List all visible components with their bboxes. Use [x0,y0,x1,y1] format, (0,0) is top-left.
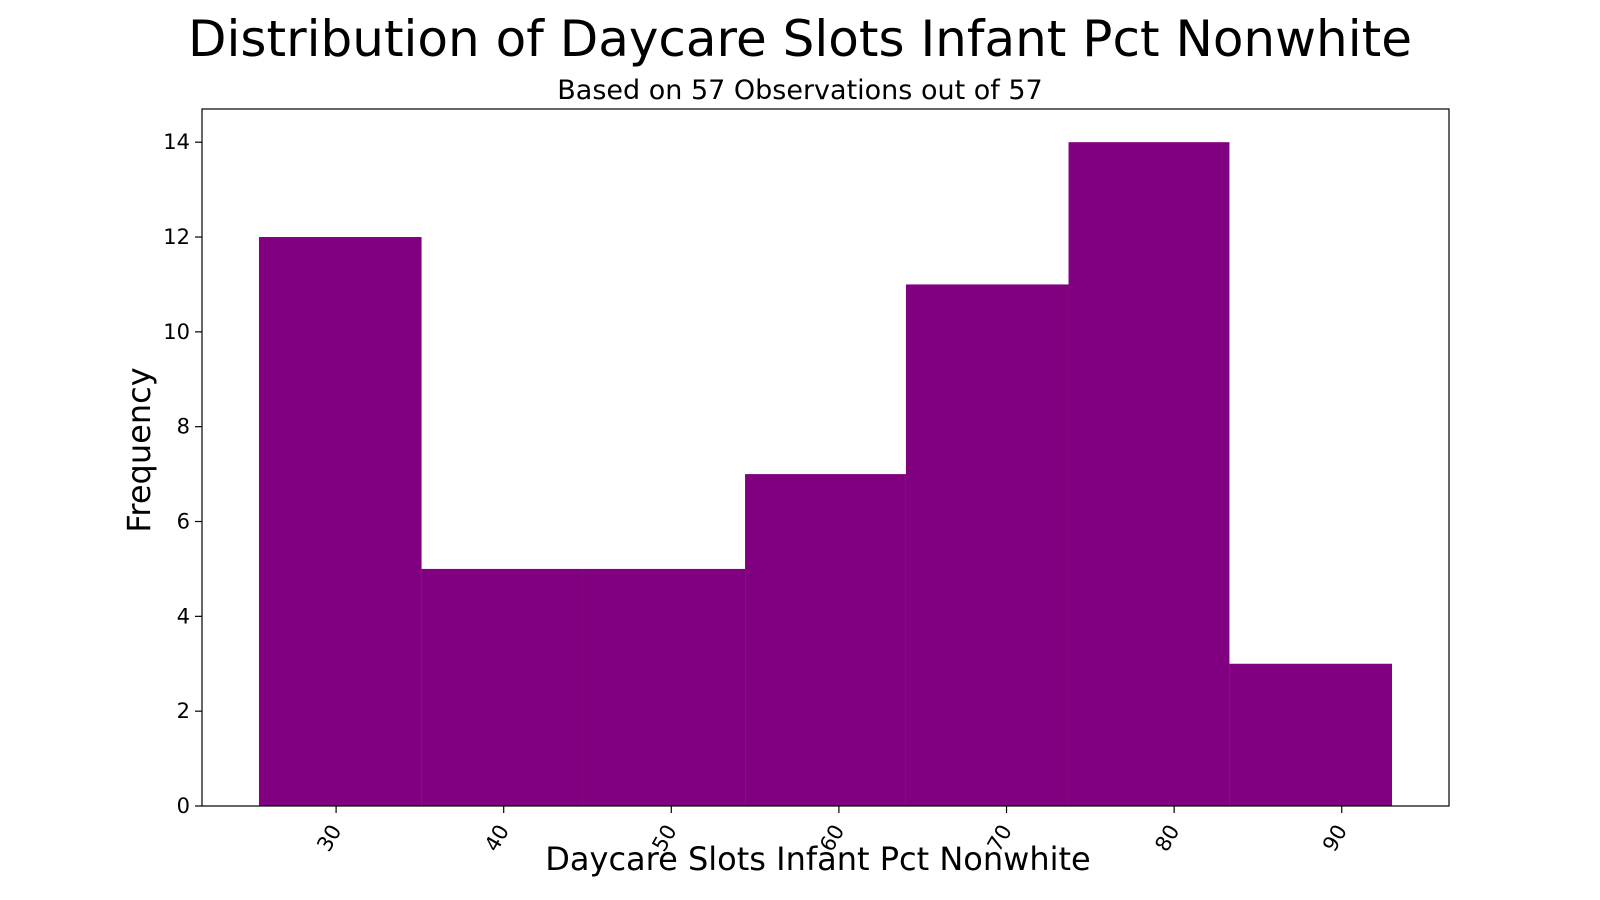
histogram-bar-3 [582,568,746,806]
y-tick-label: 4 [177,604,190,628]
y-tick-label: 14 [163,130,190,154]
histogram-bar-6 [1068,142,1230,806]
y-axis-label: Frequency [120,367,158,532]
y-tick-label: 2 [177,699,190,723]
y-tick-label: 12 [163,225,190,249]
y-tick-label: 8 [177,415,190,439]
y-axis: 0 2 4 6 8 10 12 14 [163,130,202,818]
x-tick-label: 90 [1318,821,1352,856]
plot-frame [201,108,1450,807]
x-tick-label: 30 [312,821,346,856]
y-tick-label: 6 [177,510,190,534]
y-tick-label: 10 [163,320,190,344]
histogram-bar-5 [905,284,1069,806]
histogram-bar-7 [1229,663,1393,806]
x-tick-label: 80 [1150,821,1184,856]
chart-title: Distribution of Daycare Slots Infant Pct… [188,10,1412,68]
y-tick-label: 0 [177,794,190,818]
histogram-bar-1 [258,237,422,807]
chart-subtitle: Based on 57 Observations out of 57 [557,75,1043,106]
histogram-bars [258,142,1393,807]
histogram-bar-2 [421,568,583,806]
x-tick-label: 40 [480,821,514,856]
histogram-bar-4 [745,474,906,806]
x-axis-label: Daycare Slots Infant Pct Nonwhite [545,840,1090,878]
